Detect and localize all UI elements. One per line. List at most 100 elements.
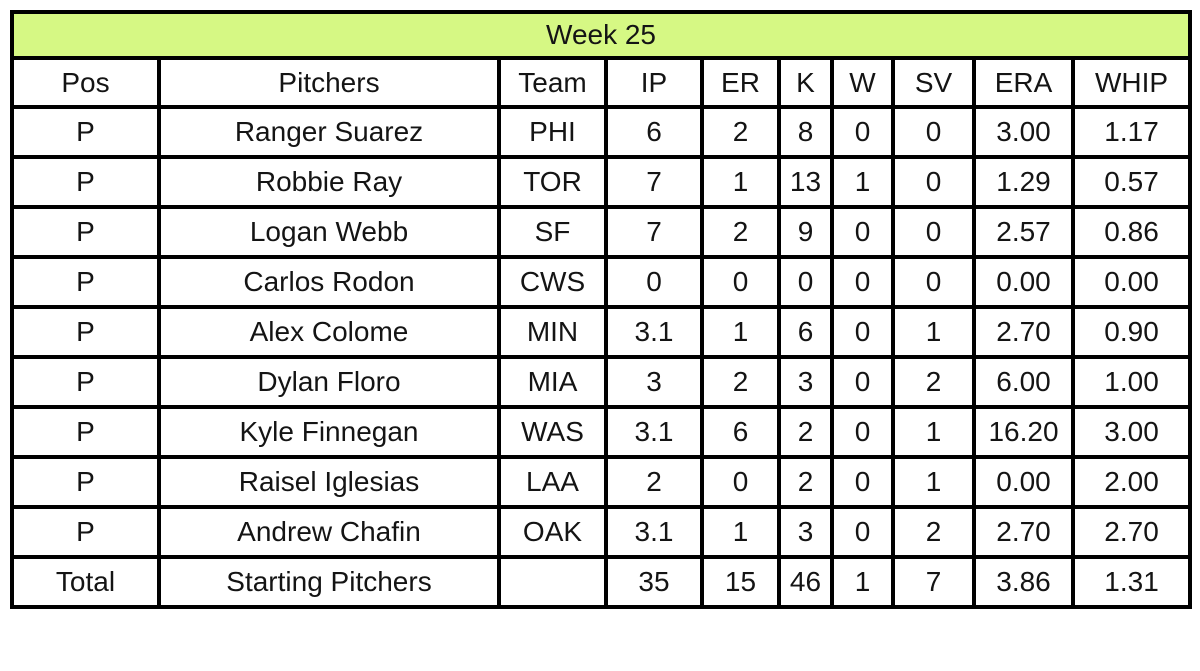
- cell-pitchers: Logan Webb: [159, 207, 499, 257]
- cell-whip: 0.57: [1073, 157, 1191, 207]
- total-cell-pitchers: Starting Pitchers: [159, 557, 499, 607]
- cell-whip: 0.00: [1073, 257, 1191, 307]
- cell-era: 6.00: [974, 357, 1073, 407]
- cell-w: 0: [832, 357, 893, 407]
- cell-k: 3: [779, 507, 832, 557]
- table-row: P Ranger Suarez PHI 6 2 8 0 0 3.00 1.17: [12, 107, 1191, 157]
- column-header-ip: IP: [606, 58, 702, 107]
- cell-pitchers: Alex Colome: [159, 307, 499, 357]
- cell-pitchers: Raisel Iglesias: [159, 457, 499, 507]
- cell-team: LAA: [499, 457, 606, 507]
- cell-era: 1.29: [974, 157, 1073, 207]
- cell-sv: 0: [893, 207, 974, 257]
- cell-pitchers: Kyle Finnegan: [159, 407, 499, 457]
- cell-ip: 3.1: [606, 307, 702, 357]
- cell-whip: 0.90: [1073, 307, 1191, 357]
- cell-k: 9: [779, 207, 832, 257]
- cell-whip: 2.00: [1073, 457, 1191, 507]
- table-row: P Raisel Iglesias LAA 2 0 2 0 1 0.00 2.00: [12, 457, 1191, 507]
- cell-k: 0: [779, 257, 832, 307]
- cell-ip: 7: [606, 157, 702, 207]
- cell-pos: P: [12, 507, 159, 557]
- cell-sv: 0: [893, 107, 974, 157]
- cell-pitchers: Robbie Ray: [159, 157, 499, 207]
- cell-pos: P: [12, 157, 159, 207]
- cell-ip: 0: [606, 257, 702, 307]
- cell-era: 3.00: [974, 107, 1073, 157]
- cell-sv: 2: [893, 507, 974, 557]
- cell-team: SF: [499, 207, 606, 257]
- cell-sv: 0: [893, 157, 974, 207]
- cell-pos: P: [12, 307, 159, 357]
- cell-w: 0: [832, 257, 893, 307]
- column-header-team: Team: [499, 58, 606, 107]
- cell-w: 1: [832, 157, 893, 207]
- cell-era: 2.70: [974, 507, 1073, 557]
- total-cell-w: 1: [832, 557, 893, 607]
- cell-era: 2.57: [974, 207, 1073, 257]
- cell-era: 0.00: [974, 457, 1073, 507]
- cell-team: PHI: [499, 107, 606, 157]
- cell-era: 2.70: [974, 307, 1073, 357]
- total-cell-pos: Total: [12, 557, 159, 607]
- cell-er: 0: [702, 457, 779, 507]
- week-25-pitcher-stats-table: Week 25 Pos Pitchers Team IP ER K W SV E…: [10, 10, 1193, 609]
- cell-era: 16.20: [974, 407, 1073, 457]
- cell-whip: 3.00: [1073, 407, 1191, 457]
- column-header-w: W: [832, 58, 893, 107]
- cell-w: 0: [832, 107, 893, 157]
- cell-era: 0.00: [974, 257, 1073, 307]
- cell-pitchers: Dylan Floro: [159, 357, 499, 407]
- cell-ip: 3.1: [606, 507, 702, 557]
- cell-pos: P: [12, 357, 159, 407]
- cell-k: 13: [779, 157, 832, 207]
- title-row: Week 25: [12, 12, 1191, 58]
- column-header-k: K: [779, 58, 832, 107]
- cell-team: MIN: [499, 307, 606, 357]
- cell-team: TOR: [499, 157, 606, 207]
- cell-w: 0: [832, 207, 893, 257]
- cell-er: 2: [702, 357, 779, 407]
- cell-team: MIA: [499, 357, 606, 407]
- total-cell-whip: 1.31: [1073, 557, 1191, 607]
- cell-team: CWS: [499, 257, 606, 307]
- cell-pos: P: [12, 207, 159, 257]
- total-row: Total Starting Pitchers 35 15 46 1 7 3.86 1.31: [12, 557, 1191, 607]
- cell-sv: 0: [893, 257, 974, 307]
- total-cell-sv: 7: [893, 557, 974, 607]
- table-row: P Carlos Rodon CWS 0 0 0 0 0 0.00 0.00: [12, 257, 1191, 307]
- cell-pitchers: Ranger Suarez: [159, 107, 499, 157]
- cell-pos: P: [12, 457, 159, 507]
- cell-sv: 1: [893, 457, 974, 507]
- cell-k: 2: [779, 407, 832, 457]
- cell-k: 2: [779, 457, 832, 507]
- column-header-whip: WHIP: [1073, 58, 1191, 107]
- table-row: P Kyle Finnegan WAS 3.1 6 2 0 1 16.20 3.00: [12, 407, 1191, 457]
- cell-er: 0: [702, 257, 779, 307]
- cell-pos: P: [12, 407, 159, 457]
- cell-sv: 1: [893, 307, 974, 357]
- cell-sv: 2: [893, 357, 974, 407]
- cell-ip: 2: [606, 457, 702, 507]
- table-title: Week 25: [12, 12, 1191, 58]
- total-cell-team: [499, 557, 606, 607]
- cell-pos: P: [12, 257, 159, 307]
- cell-k: 6: [779, 307, 832, 357]
- cell-er: 1: [702, 157, 779, 207]
- cell-whip: 1.00: [1073, 357, 1191, 407]
- table-row: P Logan Webb SF 7 2 9 0 0 2.57 0.86: [12, 207, 1191, 257]
- cell-whip: 1.17: [1073, 107, 1191, 157]
- total-cell-era: 3.86: [974, 557, 1073, 607]
- column-header-pitchers: Pitchers: [159, 58, 499, 107]
- cell-k: 3: [779, 357, 832, 407]
- total-cell-k: 46: [779, 557, 832, 607]
- table-row: P Robbie Ray TOR 7 1 13 1 0 1.29 0.57: [12, 157, 1191, 207]
- cell-pitchers: Andrew Chafin: [159, 507, 499, 557]
- table-row: P Andrew Chafin OAK 3.1 1 3 0 2 2.70 2.70: [12, 507, 1191, 557]
- cell-w: 0: [832, 507, 893, 557]
- cell-k: 8: [779, 107, 832, 157]
- cell-er: 2: [702, 107, 779, 157]
- cell-w: 0: [832, 307, 893, 357]
- cell-w: 0: [832, 457, 893, 507]
